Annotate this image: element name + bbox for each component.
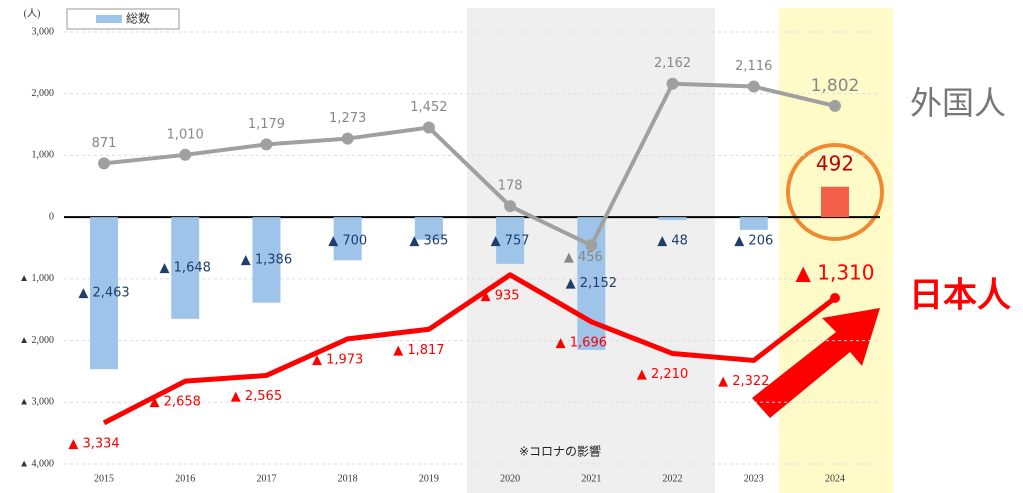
line-value-label: ▲ 1,696 bbox=[556, 335, 607, 350]
y-tick-label: ▲ 2,000 bbox=[19, 335, 54, 346]
bar bbox=[496, 217, 525, 264]
bar bbox=[739, 217, 768, 230]
line-value-label: 2,116 bbox=[735, 59, 772, 74]
x-tick-label: 2022 bbox=[663, 473, 683, 484]
point bbox=[585, 239, 598, 252]
bar bbox=[821, 186, 849, 218]
annotation: ※コロナの影響 bbox=[519, 444, 601, 459]
line-value-label: 2,162 bbox=[654, 56, 691, 71]
bar-value-label: ▲ 48 bbox=[657, 234, 688, 249]
line-value-label: 1,179 bbox=[248, 117, 285, 132]
line-value-label: 178 bbox=[498, 179, 523, 194]
bar bbox=[171, 217, 200, 319]
x-tick-label: 2016 bbox=[175, 473, 195, 484]
y-tick-label: 0 bbox=[49, 211, 54, 222]
line-value-label: ▲ 2,322 bbox=[718, 374, 769, 389]
bar-value-label: ▲ 700 bbox=[328, 234, 367, 249]
bar-value-label: ▲ 2,463 bbox=[78, 286, 129, 301]
line-value-label: 1,452 bbox=[410, 100, 447, 115]
line-value-label: ▲ 1,817 bbox=[393, 343, 444, 358]
line-value-label: 871 bbox=[92, 136, 117, 151]
x-tick-label: 2021 bbox=[581, 473, 601, 484]
rise-arrow bbox=[752, 308, 880, 418]
legend-box bbox=[66, 8, 180, 30]
highlight-circle bbox=[786, 143, 884, 241]
y-tick-label: 1,000 bbox=[32, 150, 55, 161]
legend-label: 総数 bbox=[126, 11, 150, 26]
line-value-label: ▲ 2,565 bbox=[231, 389, 282, 404]
line-value-label: ▲ 935 bbox=[481, 288, 520, 303]
point bbox=[830, 292, 840, 303]
bar bbox=[252, 217, 281, 303]
point bbox=[422, 121, 435, 134]
x-tick-label: 2020 bbox=[500, 473, 520, 484]
point bbox=[179, 148, 192, 161]
foreign-label: 外国人 bbox=[910, 84, 1006, 122]
y-tick-label: ▲ 3,000 bbox=[19, 397, 54, 408]
y-tick-label: ▲ 1,000 bbox=[19, 273, 54, 284]
point bbox=[829, 99, 841, 112]
legend-swatch bbox=[96, 15, 122, 23]
bar bbox=[90, 217, 118, 370]
line-value-label: ▲ 1,973 bbox=[312, 352, 363, 367]
highlight-shade bbox=[779, 8, 893, 493]
line-value-label: ▲ 1,310 bbox=[796, 260, 875, 284]
line-value-label: ▲ 2,210 bbox=[637, 367, 688, 382]
x-tick-label: 2015 bbox=[94, 473, 114, 484]
line-value-label: ▲ 2,658 bbox=[150, 395, 201, 410]
japanese-label: 日本人 bbox=[909, 276, 1011, 316]
point bbox=[341, 132, 354, 145]
bar-value-label: 492 bbox=[816, 151, 854, 175]
point bbox=[504, 200, 517, 213]
y-tick-label: 3,000 bbox=[32, 26, 55, 37]
line-value-label: 1,802 bbox=[811, 76, 860, 96]
bar-value-label: ▲ 2,152 bbox=[566, 276, 617, 291]
x-tick-label: 2018 bbox=[338, 473, 358, 484]
x-tick-label: 2017 bbox=[256, 473, 276, 484]
y-tick-label: ▲ 4,000 bbox=[19, 458, 54, 469]
bar bbox=[658, 217, 687, 221]
bar-value-label: ▲ 1,648 bbox=[160, 260, 211, 275]
bar-value-label: ▲ 206 bbox=[734, 234, 773, 249]
unit-label: (人) bbox=[24, 7, 41, 19]
bar bbox=[414, 217, 443, 240]
point bbox=[98, 157, 110, 170]
bar-value-label: ▲ 365 bbox=[409, 234, 448, 249]
bar-value-label: ▲ 1,386 bbox=[241, 252, 292, 267]
y-tick-label: 2,000 bbox=[32, 88, 55, 99]
point bbox=[666, 77, 679, 90]
bar bbox=[333, 217, 362, 261]
x-tick-label: 2019 bbox=[419, 473, 439, 484]
line-value-label: 1,273 bbox=[329, 111, 366, 126]
line-value-label: ▲ 3,334 bbox=[68, 436, 119, 451]
line bbox=[102, 272, 837, 426]
point bbox=[747, 80, 760, 93]
line-value-label: ▲ 456 bbox=[564, 250, 603, 265]
line bbox=[103, 81, 836, 248]
bar-value-label: ▲ 757 bbox=[491, 234, 530, 249]
x-tick-label: 2023 bbox=[744, 473, 764, 484]
x-tick-label: 2024 bbox=[825, 473, 845, 484]
line-value-label: 1,010 bbox=[167, 127, 204, 142]
point bbox=[260, 138, 273, 151]
